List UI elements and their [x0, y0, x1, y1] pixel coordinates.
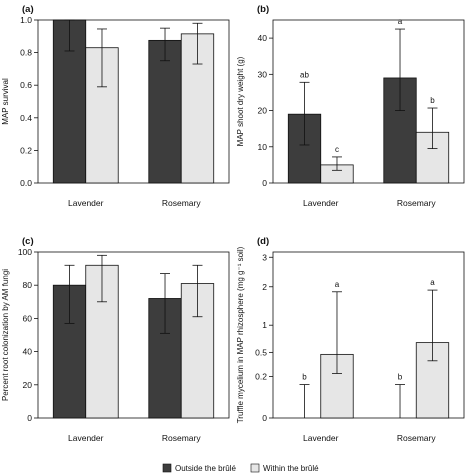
y-tick-label: 40	[23, 347, 33, 357]
y-tick-label: 30	[258, 69, 268, 79]
panel-label: (a)	[22, 4, 34, 15]
significance-letter: b	[398, 373, 403, 382]
significance-letter: ab	[300, 70, 309, 79]
y-tick-label: 2	[262, 282, 267, 292]
y-tick-label: 0.0	[20, 178, 32, 188]
x-category-label: Rosemary	[162, 198, 201, 208]
legend-label-within: Within the brûlé	[263, 464, 319, 473]
bar-rosemary-series-0	[383, 77, 417, 184]
panel-label: (b)	[257, 4, 269, 15]
y-tick-label: 100	[18, 247, 32, 257]
legend: Outside the brûlé Within the brûlé	[162, 463, 319, 473]
y-tick-label: 0.5	[255, 347, 267, 357]
panel-label: (c)	[22, 236, 34, 247]
y-axis-label: MAP shoot dry weight (g)	[236, 56, 245, 146]
significance-letter: c	[335, 145, 339, 154]
plot-frame	[272, 251, 465, 419]
y-tick-label: 0	[27, 413, 32, 423]
y-tick-label: 10	[258, 142, 268, 152]
y-axis-label: Percent root colonization by AM fungi	[1, 269, 10, 401]
x-category-label: Lavender	[68, 433, 104, 443]
y-tick-label: 3	[262, 252, 267, 262]
chart-panel-0: (a) 0.0 0.2 0.4 0.6 0.8 1.0 MAP survival Lavende…	[1, 4, 230, 208]
panel-label: (d)	[257, 236, 269, 247]
y-tick-label: 0.6	[20, 80, 32, 90]
bar-rosemary-series-0	[148, 39, 182, 184]
y-tick-label: 0.4	[20, 113, 32, 123]
significance-letter: b	[302, 373, 307, 382]
y-tick-label: 60	[23, 313, 33, 323]
y-tick-label: 0.2	[20, 145, 32, 155]
y-tick-label: 20	[23, 380, 33, 390]
x-category-label: Rosemary	[397, 198, 436, 208]
y-axis-label: MAP survival	[1, 78, 10, 125]
y-tick-label: 0	[262, 413, 267, 423]
y-tick-label: 80	[23, 280, 33, 290]
significance-letter: a	[335, 280, 340, 289]
y-tick-label: 40	[258, 33, 268, 43]
chart-panel-3: (d) 0 0.2 0.5 1 2 3 Truffle mycelium in MAP rhi…	[236, 236, 465, 443]
plot-frame	[272, 19, 465, 184]
significance-letter: a	[398, 17, 403, 26]
x-category-label: Rosemary	[162, 433, 201, 443]
legend-label-outside: Outside the brûlé	[175, 464, 236, 473]
y-tick-label: 20	[258, 106, 268, 116]
y-tick-label: 0	[262, 178, 267, 188]
panels-group: (a) 0.0 0.2 0.4 0.6 0.8 1.0 MAP survival Lavende…	[1, 4, 465, 443]
plot-frame	[37, 19, 230, 184]
y-axis-label: Truffle mycelium in MAP rhizosphere (mg …	[236, 246, 245, 423]
chart-panel-2: (c) 0 20 40 60 80 100 Percent root colonization…	[1, 236, 230, 443]
legend-swatch-within	[250, 463, 260, 473]
y-tick-label: 1.0	[20, 15, 32, 25]
x-category-label: Rosemary	[397, 433, 436, 443]
x-category-label: Lavender	[68, 198, 104, 208]
significance-letter: a	[430, 278, 435, 287]
y-tick-label: 1	[262, 320, 267, 330]
plot-frame	[37, 251, 230, 419]
legend-swatch-outside	[162, 463, 172, 473]
significance-letter: b	[430, 96, 435, 105]
y-tick-label: 0.2	[255, 372, 267, 382]
y-tick-label: 0.8	[20, 48, 32, 58]
x-category-label: Lavender	[303, 198, 339, 208]
x-category-label: Lavender	[303, 433, 339, 443]
